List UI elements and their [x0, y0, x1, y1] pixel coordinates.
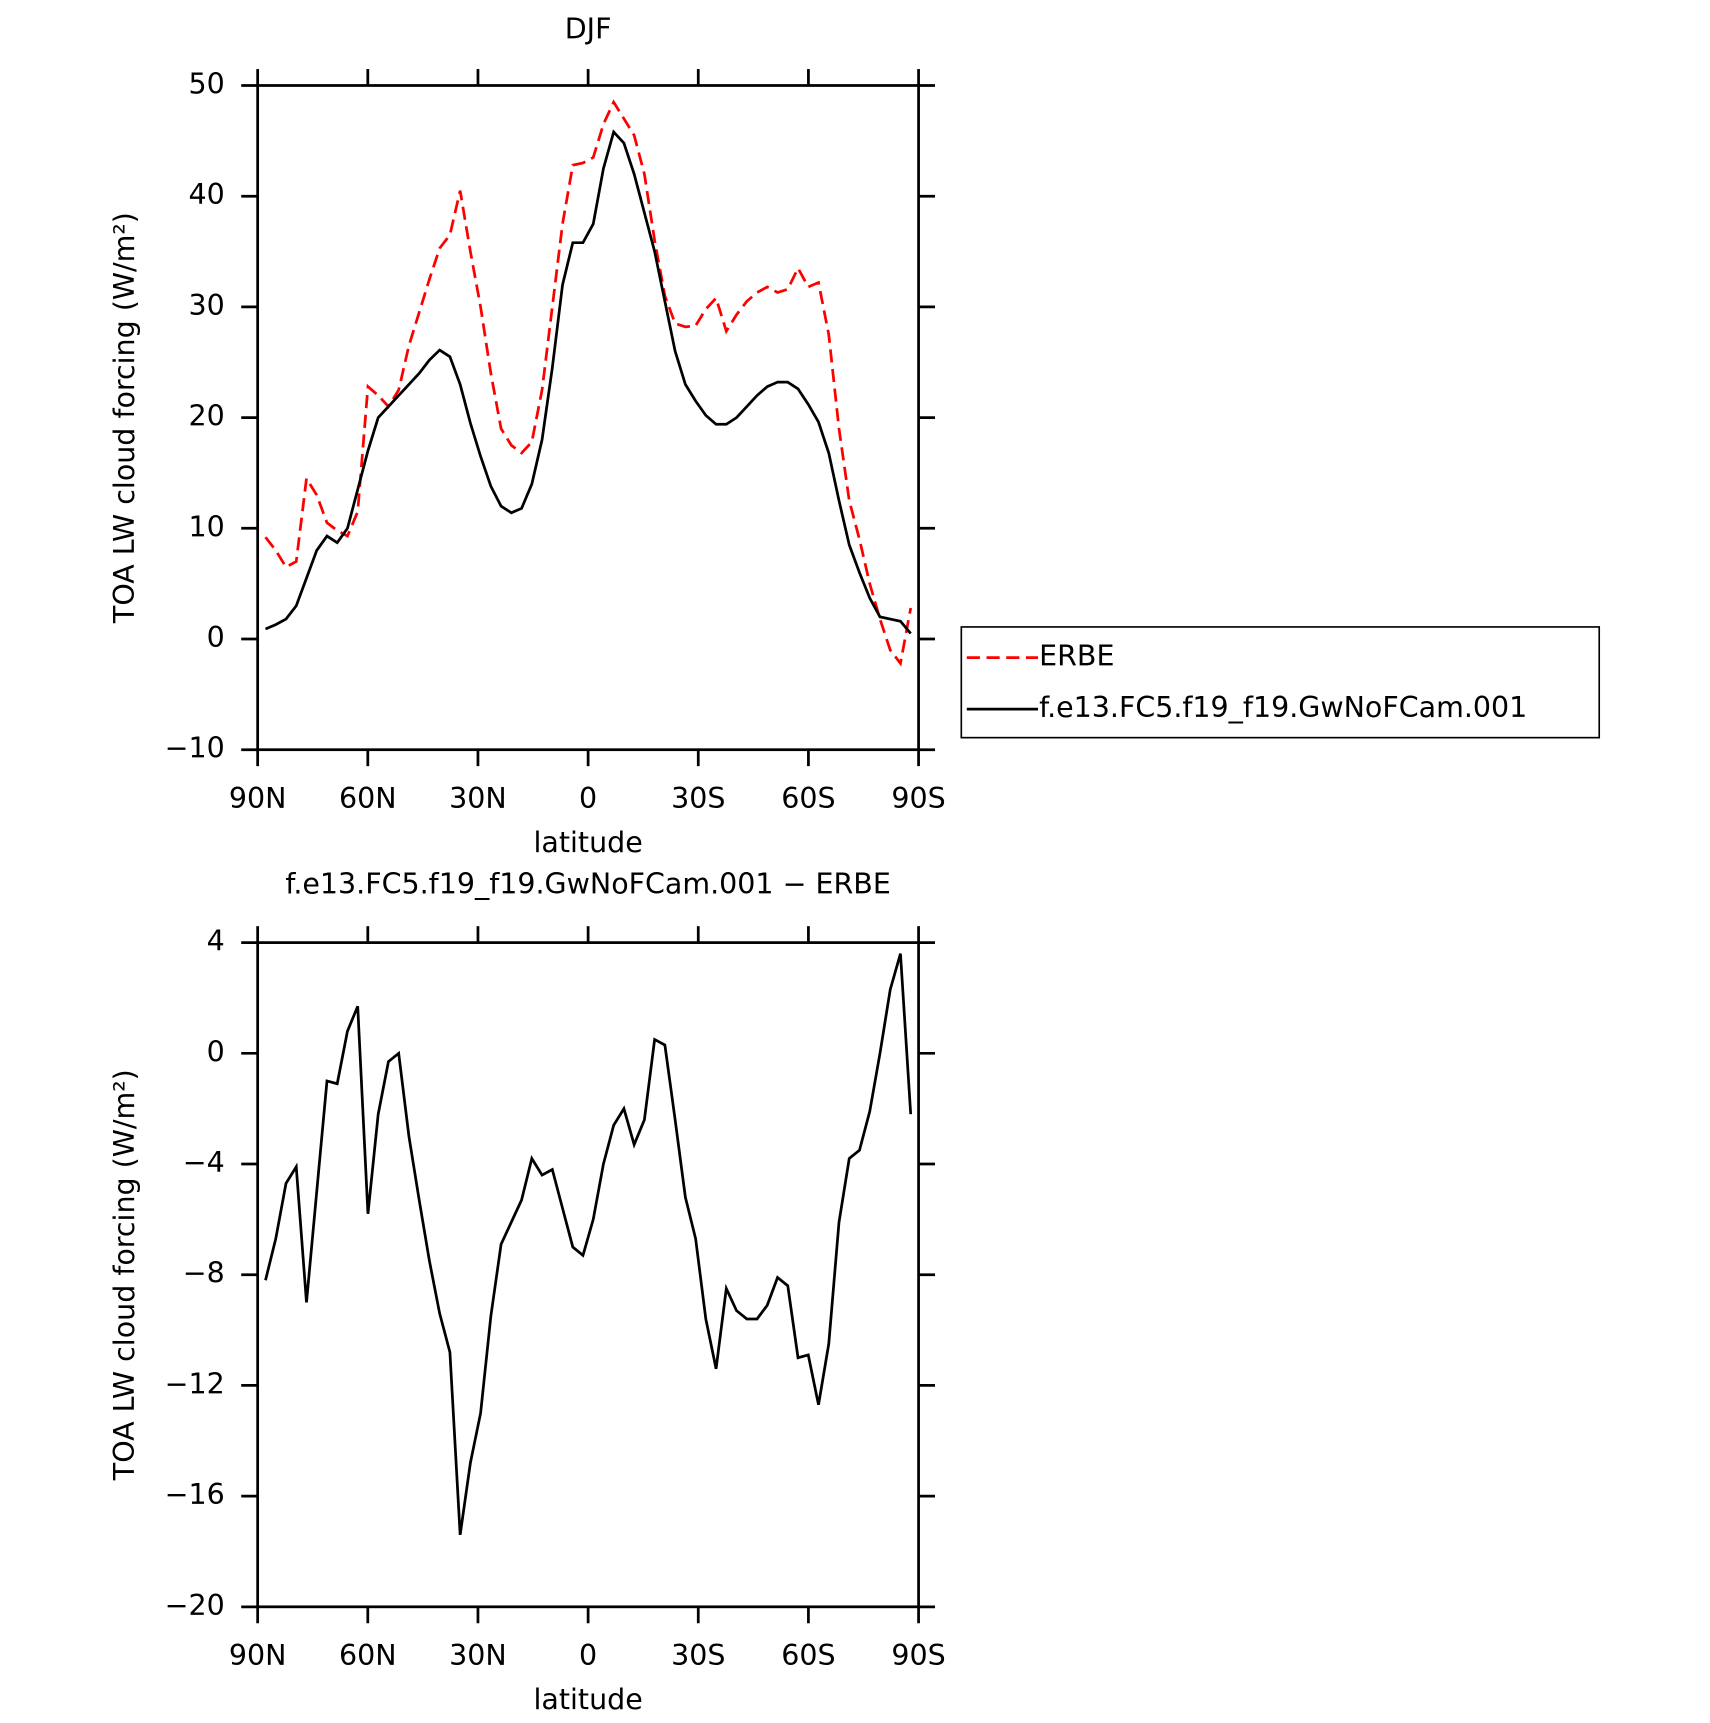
plot-frame: [256, 84, 920, 752]
y-tick-label: −12: [165, 1367, 225, 1400]
x-axis-label: latitude: [533, 826, 642, 859]
y-tick-label: −10: [165, 732, 225, 765]
y-axis-label: TOA LW cloud forcing (W/m²): [108, 212, 141, 624]
x-tick-label: 0: [579, 782, 597, 815]
legend-box: [960, 626, 1601, 739]
x-tick-label: 60N: [339, 1639, 397, 1672]
x-tick-label: 60S: [781, 1639, 835, 1672]
y-tick-label: 0: [207, 621, 225, 654]
plot-frame: [256, 941, 920, 1609]
y-tick-label: 0: [207, 1035, 225, 1068]
y-tick-label: −8: [183, 1257, 225, 1290]
legend-label: f.e13.FC5.f19_f19.GwNoFCam.001: [1039, 691, 1527, 724]
x-tick-label: 90N: [229, 1639, 287, 1672]
chart-title: f.e13.FC5.f19_f19.GwNoFCam.001 − ERBE: [285, 868, 890, 901]
x-tick-label: 30S: [671, 1639, 725, 1672]
x-axis-label: latitude: [533, 1683, 642, 1716]
y-tick-label: 40: [189, 178, 225, 211]
x-tick-label: 90S: [891, 782, 945, 815]
x-tick-label: 60N: [339, 782, 397, 815]
x-tick-label: 30N: [449, 1639, 507, 1672]
y-tick-label: −16: [165, 1478, 225, 1511]
series-line: [264, 129, 912, 635]
y-tick-label: 10: [189, 510, 225, 543]
x-tick-label: 90N: [229, 782, 287, 815]
chart-title: DJF: [565, 13, 612, 46]
legend-label: ERBE: [1039, 640, 1114, 673]
x-tick-label: 30S: [671, 782, 725, 815]
x-tick-label: 30N: [449, 782, 507, 815]
y-axis-label: TOA LW cloud forcing (W/m²): [108, 1069, 141, 1481]
x-tick-label: 90S: [891, 1639, 945, 1672]
series-line: [264, 99, 913, 667]
y-tick-label: 50: [189, 67, 225, 100]
y-tick-label: 20: [189, 400, 225, 433]
y-tick-label: 30: [189, 289, 225, 322]
x-tick-label: 0: [579, 1639, 597, 1672]
data-line: [264, 953, 913, 1536]
y-tick-label: 4: [207, 925, 225, 958]
y-tick-label: −4: [183, 1146, 225, 1179]
x-tick-label: 60S: [781, 782, 835, 815]
y-tick-label: −20: [165, 1589, 225, 1622]
